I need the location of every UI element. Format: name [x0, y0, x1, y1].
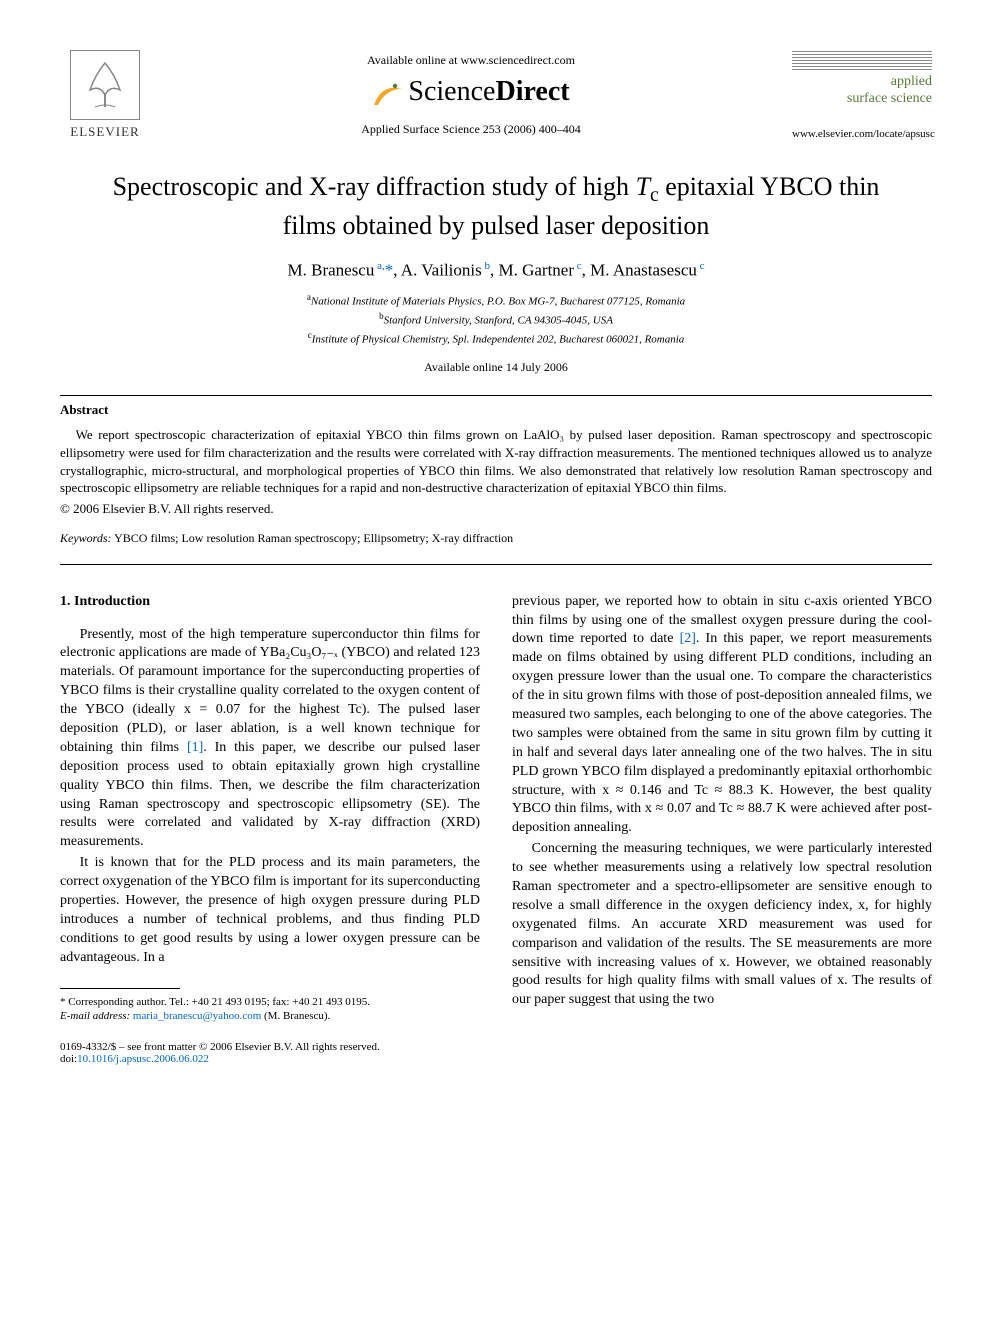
affiliation-a: aNational Institute of Materials Physics…: [60, 291, 932, 310]
affiliation-c: cInstitute of Physical Chemistry, Spl. I…: [60, 329, 932, 348]
left-column: 1. Introduction Presently, most of the h…: [60, 593, 480, 1024]
section-1-heading: 1. Introduction: [60, 593, 480, 612]
right-column: previous paper, we reported how to obtai…: [512, 593, 932, 1024]
affiliation-b: bStanford University, Stanford, CA 94305…: [60, 310, 932, 329]
sd-swoosh-icon: [372, 76, 404, 110]
elsevier-label: ELSEVIER: [70, 124, 139, 140]
journal-hatch-icon: [792, 50, 932, 70]
ref-link-1[interactable]: [1]: [187, 740, 203, 755]
elsevier-logo: ELSEVIER: [60, 50, 150, 140]
affil-sup: c: [697, 260, 705, 272]
abstract-text: We report spectroscopic characterization…: [60, 426, 932, 496]
doi-line: doi:10.1016/j.apsusc.2006.06.022: [60, 1053, 932, 1065]
email-footnote: E-mail address: maria_branescu@yahoo.com…: [60, 1009, 480, 1023]
body-columns: 1. Introduction Presently, most of the h…: [60, 593, 932, 1024]
page-container: ELSEVIER Available online at www.science…: [0, 0, 992, 1105]
affil-sup: a,: [374, 260, 384, 272]
issn-line: 0169-4332/$ – see front matter © 2006 El…: [60, 1041, 932, 1053]
journal-name-line1: applied: [792, 74, 932, 91]
header-row: ELSEVIER Available online at www.science…: [60, 50, 932, 140]
sciencedirect-logo: ScienceDirect: [150, 76, 792, 111]
keywords-label: Keywords:: [60, 531, 112, 545]
corresponding-star-icon: *: [385, 261, 394, 280]
elsevier-tree-icon: [70, 50, 140, 120]
doi-label: doi:: [60, 1053, 77, 1065]
journal-name-line2: surface science: [792, 91, 932, 108]
footer-meta: 0169-4332/$ – see front matter © 2006 El…: [60, 1041, 932, 1065]
sciencedirect-block: Available online at www.sciencedirect.co…: [150, 53, 792, 138]
divider: [60, 395, 932, 396]
footnote-rule: [60, 988, 180, 989]
section-divider: [60, 564, 932, 565]
keywords-line: Keywords: YBCO films; Low resolution Ram…: [60, 531, 932, 546]
corresponding-author-footnote: * Corresponding author. Tel.: +40 21 493…: [60, 995, 480, 1009]
keywords-text: YBCO films; Low resolution Raman spectro…: [112, 531, 514, 545]
intro-para-4: Concerning the measuring techniques, we …: [512, 840, 932, 1010]
available-online-text: Available online at www.sciencedirect.co…: [150, 53, 792, 68]
online-date: Available online 14 July 2006: [60, 360, 932, 375]
journal-url: www.elsevier.com/locate/apsusc: [792, 128, 932, 140]
abstract-copyright: © 2006 Elsevier B.V. All rights reserved…: [60, 501, 932, 517]
authors-line: M. Branescu a,*, A. Vailionis b, M. Gart…: [60, 260, 932, 281]
email-label: E-mail address:: [60, 1010, 130, 1022]
sd-logo-right: Direct: [495, 76, 569, 107]
journal-logo: applied surface science www.elsevier.com…: [792, 50, 932, 140]
intro-para-3: previous paper, we reported how to obtai…: [512, 593, 932, 839]
sd-logo-left: Science: [408, 76, 495, 107]
affiliations-block: aNational Institute of Materials Physics…: [60, 291, 932, 348]
email-tail: (M. Branescu).: [261, 1010, 330, 1022]
intro-para-2: It is known that for the PLD process and…: [60, 854, 480, 967]
ref-link-2[interactable]: [2]: [680, 631, 696, 646]
journal-citation: Applied Surface Science 253 (2006) 400–4…: [150, 122, 792, 137]
email-link[interactable]: maria_branescu@yahoo.com: [130, 1010, 261, 1022]
doi-link[interactable]: 10.1016/j.apsusc.2006.06.022: [77, 1053, 209, 1065]
abstract-heading: Abstract: [60, 402, 932, 418]
intro-para-1: Presently, most of the high temperature …: [60, 626, 480, 853]
affil-sup: c: [574, 260, 582, 272]
article-title: Spectroscopic and X-ray diffraction stud…: [100, 170, 892, 242]
affil-sup: b: [482, 260, 490, 272]
